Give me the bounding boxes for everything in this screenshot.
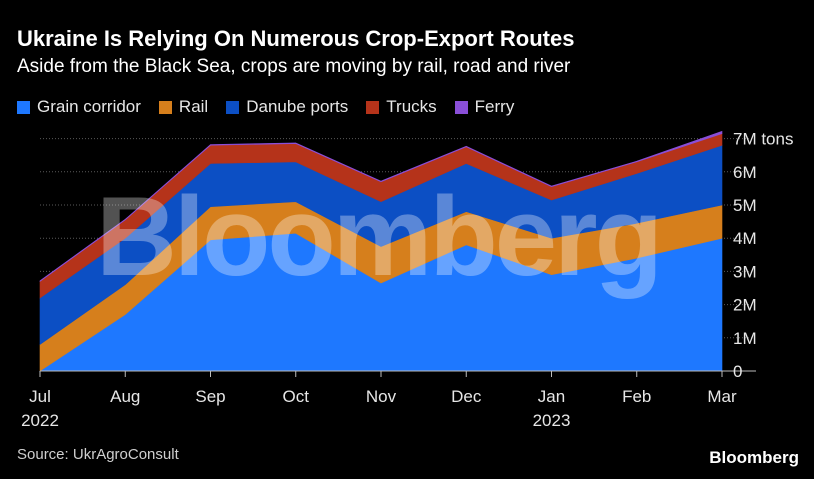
- x-tick-label: Nov: [366, 387, 397, 406]
- x-tick-label: Jul: [29, 387, 51, 406]
- area-ferry: [39, 130, 723, 282]
- legend-label: Ferry: [474, 97, 515, 116]
- legend-item-danube-ports: Danube ports: [226, 97, 348, 117]
- chart-subtitle: Aside from the Black Sea, crops are movi…: [17, 56, 571, 77]
- x-tick-year-label: 2023: [533, 411, 571, 430]
- y-tick-label: 4M: [733, 229, 757, 248]
- x-tick-label: Jan: [538, 387, 565, 406]
- y-tick-label: 5M: [733, 196, 757, 215]
- legend-swatch: [454, 100, 468, 114]
- y-tick-label: 7M tons: [733, 130, 793, 149]
- legend-swatch: [17, 100, 30, 114]
- y-tick-label: 0: [733, 362, 742, 381]
- legend-item-trucks: Trucks: [366, 97, 437, 117]
- y-tick-label: 6M: [733, 163, 757, 182]
- legend-label: Danube ports: [246, 97, 349, 116]
- legend-swatch: [226, 100, 240, 114]
- legend-label: Grain corridor: [37, 97, 141, 116]
- legend-item-rail: Rail: [158, 97, 209, 117]
- x-tick-label: Mar: [707, 387, 737, 406]
- y-tick-label: 3M: [733, 262, 757, 281]
- x-tick-label: Feb: [622, 387, 651, 406]
- x-tick-label: Sep: [195, 387, 225, 406]
- legend-item-ferry: Ferry: [454, 97, 515, 117]
- legend-item-grain-corridor: Grain corridor: [17, 97, 141, 117]
- chart-title: Ukraine Is Relying On Numerous Crop-Expo…: [17, 26, 575, 51]
- legend-label: Trucks: [386, 97, 437, 116]
- y-tick-label: 2M: [733, 296, 757, 315]
- legend-swatch: [158, 100, 172, 114]
- x-tick-label: Aug: [110, 387, 140, 406]
- bloomberg-logo: Bloomberg: [709, 448, 799, 467]
- y-tick-label: 1M: [733, 329, 757, 348]
- legend-swatch: [366, 100, 380, 114]
- x-tick-label: Dec: [451, 387, 482, 406]
- legend-label: Rail: [178, 97, 209, 116]
- chart-legend: Grain corridor Rail Danube ports Trucks Ferr…: [17, 97, 532, 117]
- x-tick-year-label: 2022: [21, 411, 59, 430]
- source-note: Source: UkrAgroConsult: [17, 446, 179, 463]
- watermark: Bloomberg: [96, 174, 660, 299]
- x-tick-label: Oct: [283, 387, 310, 406]
